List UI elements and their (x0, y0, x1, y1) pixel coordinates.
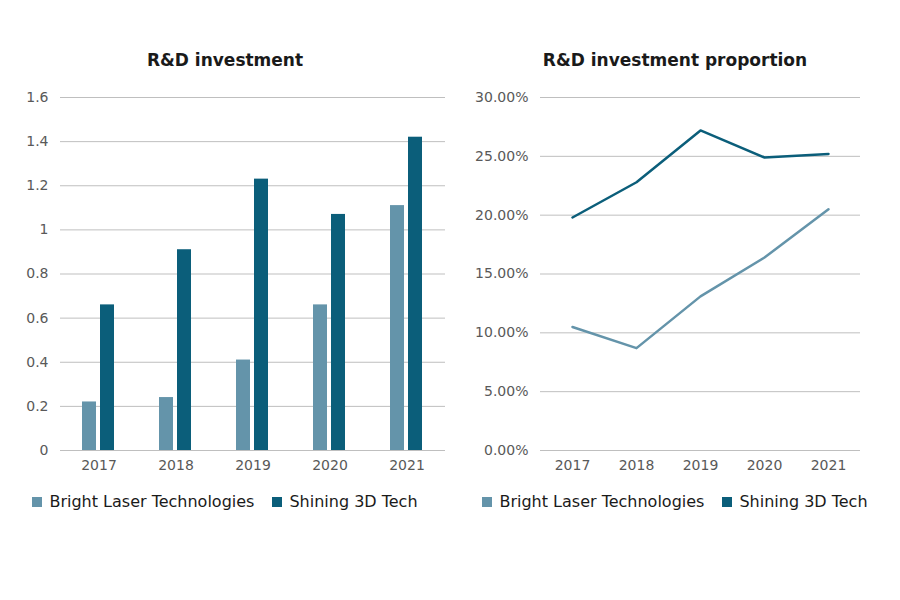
svg-text:30.00%: 30.00% (475, 89, 528, 105)
svg-text:15.00%: 15.00% (475, 265, 528, 281)
html-text:Bright Laser Technologies: Bright Laser Technologies (49, 492, 255, 511)
svg-text:1.2: 1.2 (26, 177, 48, 193)
svg-text:2019: 2019 (683, 457, 719, 473)
html-text:Bright Laser Technologies: Bright Laser Technologies (499, 492, 705, 511)
svg-text:2018: 2018 (158, 457, 194, 473)
svg-text:2017: 2017 (81, 457, 117, 473)
html-text:Shining 3D Tech: Shining 3D Tech (289, 492, 418, 511)
svg-text:0.00%: 0.00% (484, 442, 528, 458)
html-text:R&D investment proportion: R&D investment proportion (542, 50, 808, 70)
svg-text:2021: 2021 (811, 457, 847, 473)
svg-text:10.00%: 10.00% (475, 324, 528, 340)
svg-text:0.4: 0.4 (26, 354, 48, 370)
svg-text:25.00%: 25.00% (475, 148, 528, 164)
svg-text:1: 1 (40, 221, 49, 237)
svg-text:0: 0 (40, 442, 49, 458)
svg-text:1.6: 1.6 (26, 89, 48, 105)
html-text:R&D investment: R&D investment (146, 50, 304, 70)
svg-text:2019: 2019 (235, 457, 271, 473)
svg-text:5.00%: 5.00% (484, 383, 528, 399)
svg-text:0.2: 0.2 (26, 398, 48, 414)
svg-text:0.8: 0.8 (26, 265, 48, 281)
svg-text:2021: 2021 (389, 457, 425, 473)
svg-text:0.6: 0.6 (26, 310, 48, 326)
svg-text:2020: 2020 (312, 457, 348, 473)
svg-text:2020: 2020 (747, 457, 783, 473)
svg-text:20.00%: 20.00% (475, 207, 528, 223)
svg-text:2017: 2017 (555, 457, 591, 473)
svg-text:1.4: 1.4 (26, 133, 48, 149)
svg-text:2018: 2018 (619, 457, 655, 473)
html-text:Shining 3D Tech: Shining 3D Tech (739, 492, 868, 511)
